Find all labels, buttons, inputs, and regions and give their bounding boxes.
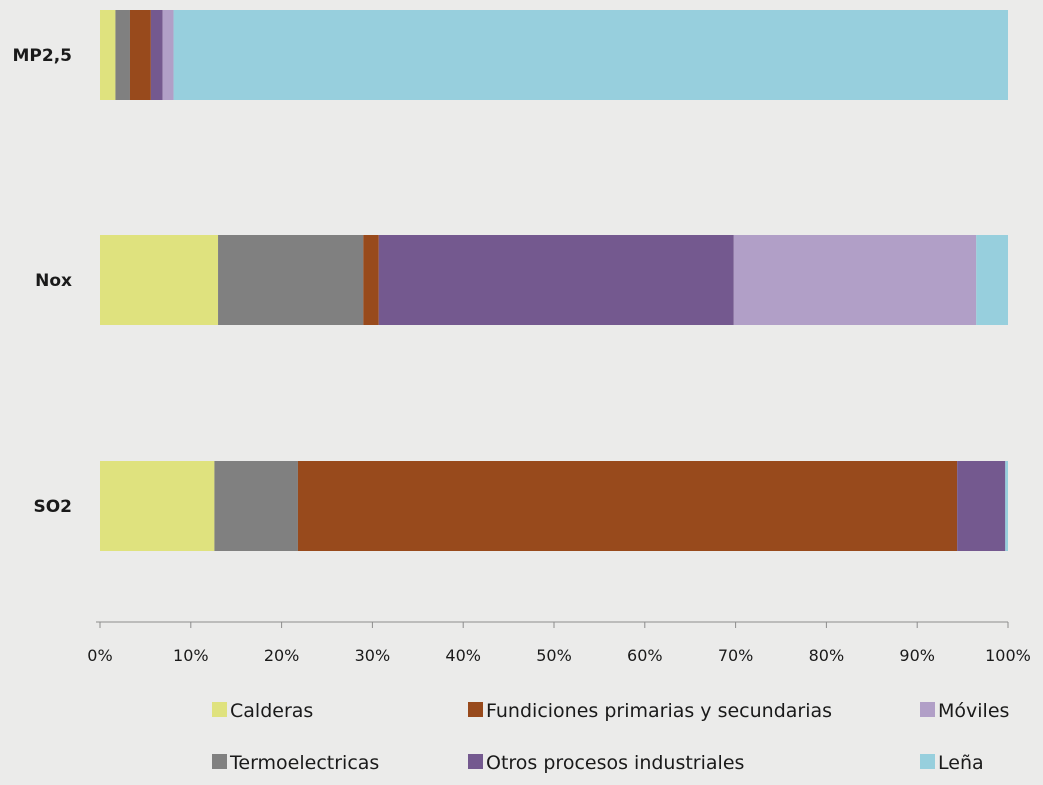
x-tick-label: 30% bbox=[355, 646, 391, 665]
legend-label-otros-procesos-industriales: Otros procesos industriales bbox=[486, 752, 744, 774]
x-axis: 0% 10% 20% 30% 40% 50% 60% 70% 80% 90% 100% bbox=[87, 621, 1031, 665]
bar-segment-nox-fundiciones-primarias-y-secundarias bbox=[363, 235, 379, 325]
x-tick-label: 50% bbox=[536, 646, 572, 665]
legend-swatch-moviles bbox=[920, 702, 935, 717]
x-tick-label: 60% bbox=[627, 646, 663, 665]
x-tick-label: 80% bbox=[809, 646, 845, 665]
legend-label-calderas: Calderas bbox=[230, 700, 313, 722]
bar-segment-so2-fundiciones-primarias-y-secundarias bbox=[297, 461, 958, 551]
bar-segment-mp2-5-calderas bbox=[100, 10, 116, 100]
bar-segment-so2-otros-procesos-industriales bbox=[957, 461, 1006, 551]
bar-segment-so2-lena bbox=[1005, 461, 1008, 551]
bar-segment-so2-termoelectricas bbox=[214, 461, 298, 551]
x-tick-label: 10% bbox=[173, 646, 209, 665]
legend-swatch-lena bbox=[920, 754, 935, 769]
category-labels: MP2,5 Nox SO2 bbox=[13, 46, 73, 517]
bar-segment-nox-lena bbox=[976, 235, 1008, 325]
category-label: SO2 bbox=[33, 497, 72, 517]
legend-label-lena: Leña bbox=[938, 752, 984, 774]
bar-segment-nox-calderas bbox=[100, 235, 219, 325]
bar-segment-mp2-5-otros-procesos-industriales bbox=[150, 10, 163, 100]
x-tick-label: 0% bbox=[87, 646, 112, 665]
legend-swatch-otros-procesos-industriales bbox=[468, 754, 483, 769]
x-tick-label: 100% bbox=[985, 646, 1031, 665]
legend-label-fundiciones-primarias-y-secundarias: Fundiciones primarias y secundarias bbox=[486, 700, 832, 722]
legend: Calderas Termoelectricas Fundiciones prima… bbox=[212, 700, 1009, 774]
legend-label-termoelectricas: Termoelectricas bbox=[229, 752, 379, 774]
legend-label-moviles: Móviles bbox=[938, 700, 1009, 722]
x-tick-label: 70% bbox=[718, 646, 754, 665]
bar-segment-mp2-5-moviles bbox=[162, 10, 174, 100]
bar-segment-nox-termoelectricas bbox=[218, 235, 364, 325]
bars-group bbox=[100, 10, 1009, 551]
legend-swatch-termoelectricas bbox=[212, 754, 227, 769]
category-label: Nox bbox=[35, 271, 72, 291]
bar-segment-mp2-5-fundiciones-primarias-y-secundarias bbox=[129, 10, 151, 100]
bar-segment-nox-moviles bbox=[733, 235, 977, 325]
x-tick-label: 40% bbox=[445, 646, 481, 665]
bar-segment-mp2-5-termoelectricas bbox=[115, 10, 130, 100]
bar-segment-mp2-5-lena bbox=[173, 10, 1009, 100]
bar-segment-so2-calderas bbox=[100, 461, 215, 551]
x-tick-label: 90% bbox=[899, 646, 935, 665]
category-label: MP2,5 bbox=[13, 46, 73, 66]
legend-swatch-calderas bbox=[212, 702, 227, 717]
bar-segment-nox-otros-procesos-industriales bbox=[378, 235, 734, 325]
x-tick-label: 20% bbox=[264, 646, 300, 665]
legend-swatch-fundiciones-primarias-y-secundarias bbox=[468, 702, 483, 717]
